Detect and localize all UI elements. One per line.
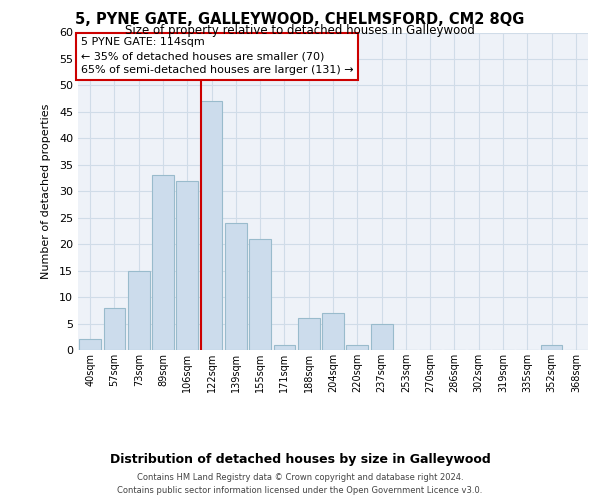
Bar	[249, 239, 271, 350]
Y-axis label: Number of detached properties: Number of detached properties	[41, 104, 50, 279]
Bar	[298, 318, 320, 350]
Bar	[79, 340, 101, 350]
Bar	[200, 102, 223, 350]
Text: 5 PYNE GATE: 114sqm
← 35% of detached houses are smaller (70)
65% of semi-detach: 5 PYNE GATE: 114sqm ← 35% of detached ho…	[80, 38, 353, 76]
Bar	[176, 180, 198, 350]
Bar	[346, 344, 368, 350]
Bar	[274, 344, 295, 350]
Bar	[128, 270, 149, 350]
Text: 5, PYNE GATE, GALLEYWOOD, CHELMSFORD, CM2 8QG: 5, PYNE GATE, GALLEYWOOD, CHELMSFORD, CM…	[76, 12, 524, 28]
Text: Distribution of detached houses by size in Galleywood: Distribution of detached houses by size …	[110, 452, 490, 466]
Bar	[104, 308, 125, 350]
Bar	[225, 223, 247, 350]
Text: Contains HM Land Registry data © Crown copyright and database right 2024.
Contai: Contains HM Land Registry data © Crown c…	[118, 474, 482, 495]
Bar	[371, 324, 392, 350]
Bar	[541, 344, 562, 350]
Text: Size of property relative to detached houses in Galleywood: Size of property relative to detached ho…	[125, 24, 475, 37]
Bar	[152, 176, 174, 350]
Bar	[322, 313, 344, 350]
